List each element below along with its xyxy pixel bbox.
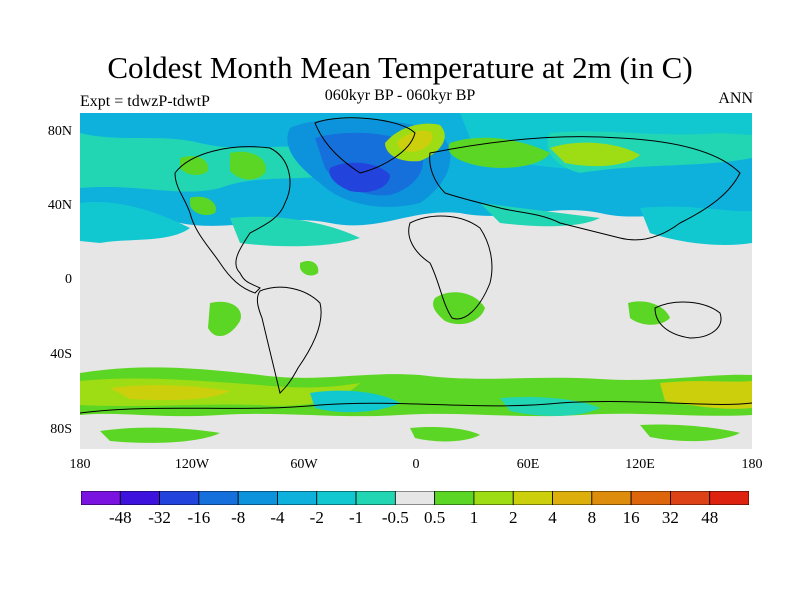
lat-label-80s: 80S [50,422,72,437]
map-title: Coldest Month Mean Temperature at 2m (in… [107,50,693,85]
colorbar-swatch [670,491,711,505]
colorbar-swatch [316,491,357,505]
lon-label-60e: 60E [516,457,540,472]
colorbar-swatch [277,491,318,505]
colorbar-tick-label: 16 [622,508,640,527]
colorbar-tick-label: 8 [587,508,597,527]
colorbar-swatch [552,491,593,505]
colorbar-tick-label: -1 [348,508,364,527]
lat-label-40s: 40S [50,347,72,362]
colorbar-tick-label: 4 [548,508,557,527]
colorbar-swatch [81,491,121,505]
lat-label-80n: 80N [47,124,72,139]
colorbar-tick-label: 0.5 [424,508,446,527]
colorbar-swatch [355,491,396,505]
colorbar-swatch [237,491,278,505]
colorbar-tick-label: 1 [469,508,479,527]
lon-label-0: 0 [412,457,420,472]
colorbar-tick-label: 2 [508,508,518,527]
temperature-anomaly-map [80,113,752,449]
colorbar [81,491,749,505]
lat-label-0: 0 [65,272,72,287]
colorbar-tick-label: -0.5 [381,508,409,527]
colorbar-swatch [394,491,436,505]
colorbar-tick-label: -2 [309,508,324,527]
colorbar-swatch [473,491,514,505]
experiment-label: Expt = tdwzP-tdwtP [80,93,210,110]
colorbar-swatch [709,491,749,505]
colorbar-tick-label: -32 [148,508,171,527]
lon-label-60w: 60W [290,457,318,472]
lon-label-120e: 120E [625,457,655,472]
lon-label-180w: 180 [69,457,91,472]
colorbar-swatch [630,491,671,505]
colorbar-tick-label: -48 [108,508,132,527]
lon-label-120w: 120W [174,457,210,472]
colorbar-swatch [512,491,553,505]
colorbar-swatch [434,491,475,505]
colorbar-tick-label: 32 [661,508,679,527]
lon-label-180e: 180 [741,457,763,472]
lat-label-40n: 40N [47,198,72,213]
colorbar-swatch [198,491,239,505]
colorbar-tick-label: 48 [701,508,719,527]
season-label: ANN [718,90,753,107]
colorbar-tick-label: -8 [231,508,246,527]
colorbar-swatch [159,491,200,505]
coastlines [80,117,752,414]
colorbar-swatch [591,491,632,505]
contour-fills [80,113,752,449]
map-subtitle: 060kyr BP - 060kyr BP [324,87,476,104]
colorbar-tick-label: -16 [187,508,211,527]
colorbar-tick-label: -4 [270,508,285,527]
colorbar-swatch [119,491,160,505]
